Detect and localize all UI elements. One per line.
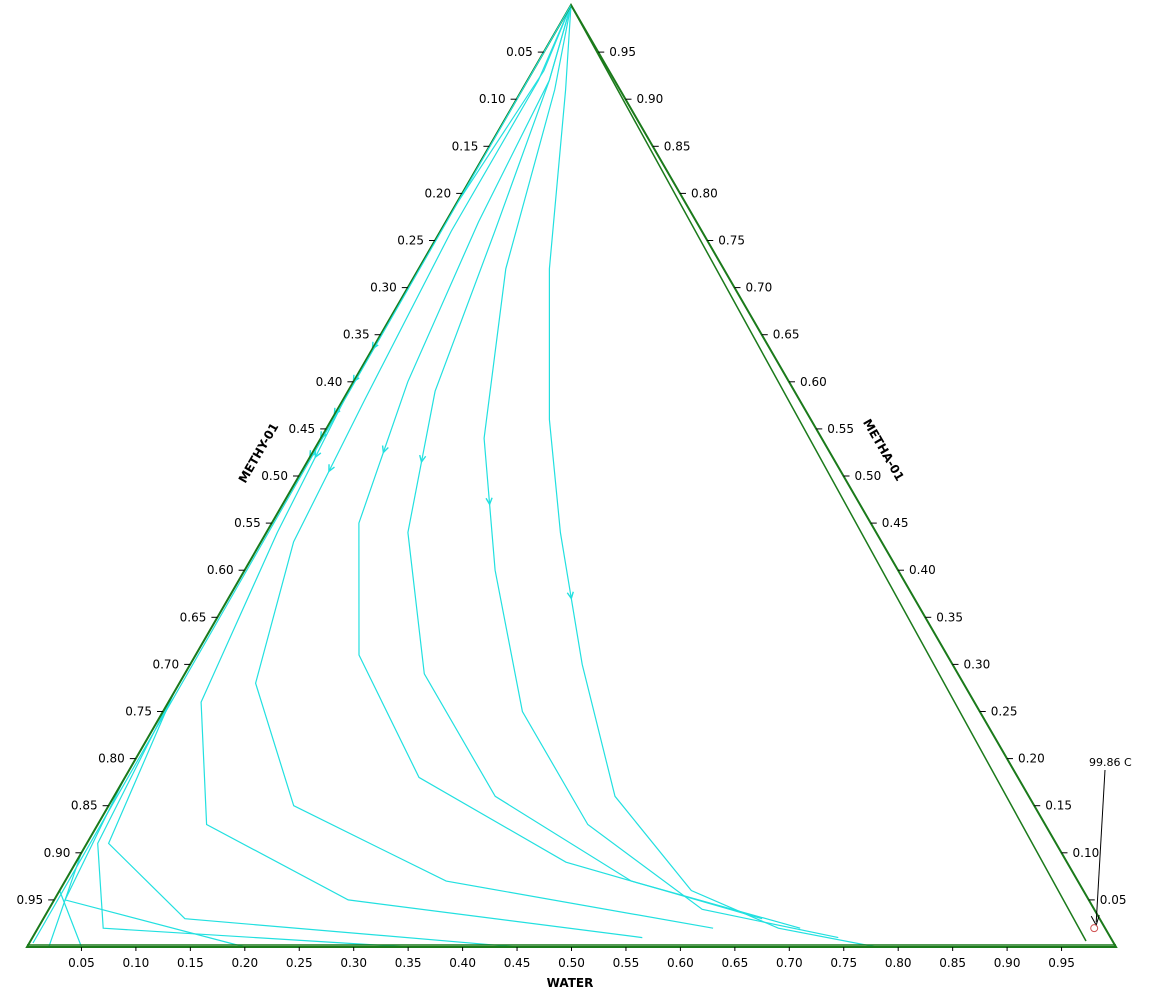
tick-label-water: 0.65 (721, 956, 748, 970)
residue-curve (254, 4, 714, 929)
residue-curve (358, 4, 763, 920)
tick-label-water: 0.55 (613, 956, 640, 970)
tick-label-metha: 0.05 (1100, 893, 1127, 907)
azeotrope-marker (1090, 924, 1099, 933)
tick-label-methy: 0.70 (152, 657, 179, 671)
tick-label-methy: 0.30 (370, 281, 397, 295)
curve-direction-arrow (314, 450, 322, 459)
tick-label-methy: 0.05 (506, 45, 533, 59)
residue-curve (407, 4, 801, 929)
curve-direction-arrow (419, 454, 427, 464)
tick-label-metha: 0.20 (1018, 752, 1045, 766)
tick-label-water: 0.75 (830, 956, 857, 970)
tick-label-water: 0.10 (123, 956, 150, 970)
tick-label-methy: 0.10 (479, 92, 506, 106)
annotation-label: 99.86 C (1089, 756, 1132, 769)
tick-label-metha: 0.90 (637, 92, 664, 106)
residue-curve (107, 4, 572, 948)
tick-label-water: 0.70 (776, 956, 803, 970)
annotation-group: 99.86 C (1089, 756, 1132, 933)
tick-label-methy: 0.65 (180, 610, 207, 624)
ternary-frame (25, 3, 1118, 948)
curve-direction-arrow (381, 445, 389, 454)
boundary-curve-right (570, 4, 1087, 942)
curve-direction-arrow (328, 464, 335, 473)
tick-label-water: 0.05 (68, 956, 95, 970)
tick-label-methy: 0.60 (207, 563, 234, 577)
tick-label-water: 0.30 (340, 956, 367, 970)
tick-label-metha: 0.70 (746, 281, 773, 295)
residue-curve (47, 4, 572, 948)
residue-curve (483, 4, 839, 939)
tick-label-water: 0.80 (885, 956, 912, 970)
tick-label-methy: 0.20 (424, 186, 451, 200)
tick-label-metha: 0.15 (1045, 799, 1072, 813)
tick-label-methy: 0.90 (44, 846, 71, 860)
tick-label-metha: 0.50 (855, 469, 882, 483)
axis-title-water: WATER (547, 976, 594, 990)
tick-marks: 0.05 0.05 0.05 0.10 0.10 0.10 0.15 0.15 0.15 0.20… (16, 45, 1126, 970)
tick-label-metha: 0.40 (909, 563, 936, 577)
tick-label-water: 0.60 (667, 956, 694, 970)
tick-label-methy: 0.80 (98, 752, 125, 766)
tick-label-metha: 0.25 (991, 705, 1018, 719)
tick-label-methy: 0.95 (16, 893, 43, 907)
tick-label-metha: 0.95 (609, 45, 636, 59)
tick-label-water: 0.45 (504, 956, 531, 970)
tick-label-metha: 0.65 (773, 328, 800, 342)
tick-label-water: 0.40 (449, 956, 476, 970)
tick-label-metha: 0.55 (827, 422, 854, 436)
tick-label-methy: 0.15 (452, 139, 479, 153)
tick-label-water: 0.90 (994, 956, 1021, 970)
curve-direction-arrow (566, 591, 574, 601)
tick-label-water: 0.50 (558, 956, 585, 970)
tick-label-metha: 0.60 (800, 375, 827, 389)
tick-label-metha: 0.75 (718, 234, 745, 248)
tick-label-water: 0.95 (1048, 956, 1075, 970)
tick-label-water: 0.20 (231, 956, 258, 970)
tick-label-methy: 0.35 (343, 328, 370, 342)
tick-label-metha: 0.45 (882, 516, 909, 530)
tick-label-water: 0.85 (939, 956, 966, 970)
tick-label-water: 0.15 (177, 956, 204, 970)
tick-label-methy: 0.75 (125, 705, 152, 719)
tick-label-methy: 0.40 (316, 375, 343, 389)
tick-label-methy: 0.45 (288, 422, 315, 436)
tick-label-metha: 0.10 (1073, 846, 1100, 860)
tick-label-water: 0.35 (395, 956, 422, 970)
tick-label-methy: 0.85 (71, 799, 98, 813)
annotation-leader-line (1095, 769, 1106, 923)
tick-label-metha: 0.85 (664, 139, 691, 153)
residue-curve (200, 4, 643, 939)
curve-direction-arrow (485, 497, 493, 506)
tick-label-metha: 0.80 (691, 186, 718, 200)
boundary-curve-left (32, 4, 572, 944)
tick-label-metha: 0.30 (964, 657, 991, 671)
tick-label-methy: 0.55 (234, 516, 261, 530)
tick-label-methy: 0.50 (261, 469, 288, 483)
residue-curve (548, 4, 877, 948)
tick-label-water: 0.25 (286, 956, 313, 970)
tick-label-metha: 0.35 (936, 610, 963, 624)
tick-label-methy: 0.25 (397, 234, 424, 248)
triangle-border (25, 3, 1118, 948)
